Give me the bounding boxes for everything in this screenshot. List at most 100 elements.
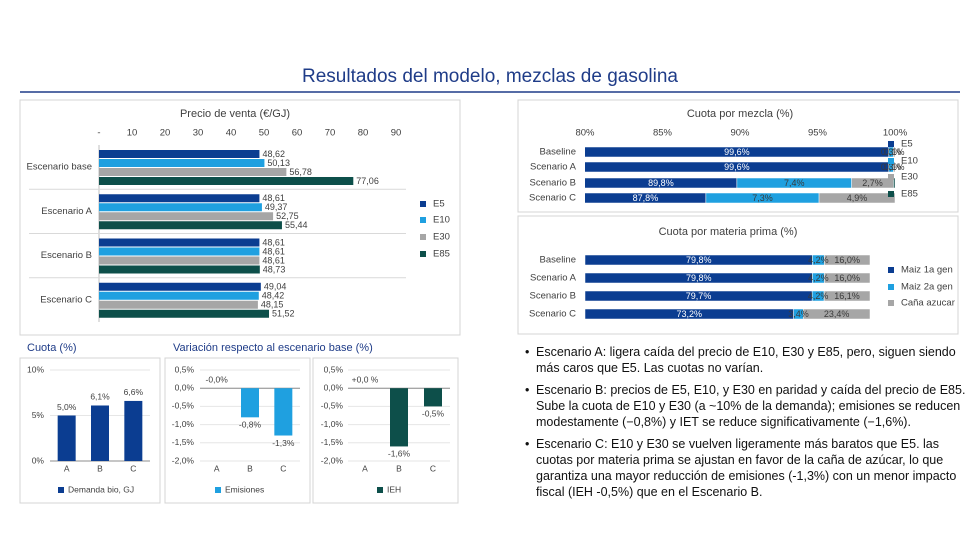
- value-label: 16,0%: [834, 273, 860, 283]
- y-tick-label: -1,0%: [172, 419, 195, 429]
- legend-swatch: [888, 300, 894, 306]
- bar: [99, 265, 260, 274]
- bullet: Escenario B: precios de E5, E10, y E30 e…: [525, 382, 976, 430]
- section-heading: Variación respecto al escenario base (%): [173, 342, 373, 354]
- value-label: 49,37: [265, 202, 288, 212]
- category-label: Scenario C: [529, 193, 576, 204]
- legend-swatch: [420, 251, 426, 257]
- value-label: 23,4%: [824, 309, 850, 319]
- value-label: 48,61: [262, 237, 285, 247]
- bar: [99, 238, 260, 247]
- bar-segment: [824, 272, 871, 284]
- bar-segment: [893, 177, 896, 189]
- bar-segment: [893, 161, 896, 173]
- x-tick-label: C: [280, 463, 286, 473]
- value-label: 48,73: [263, 264, 286, 274]
- value-label: 99,6%: [724, 162, 750, 172]
- value-label: -1,3%: [272, 438, 295, 448]
- value-label: 49,04: [264, 282, 287, 292]
- value-label: 2,7%: [862, 178, 883, 188]
- value-label: 48,42: [262, 291, 285, 301]
- bullet-list: Escenario A: ligera caída del precio de …: [520, 344, 976, 506]
- bar: [99, 150, 260, 158]
- category-label: Scenario B: [530, 178, 576, 189]
- bar: [99, 177, 354, 185]
- slide-title: Resultados del modelo, mezclas de gasoli…: [302, 66, 678, 87]
- x-tick-label: A: [64, 463, 70, 473]
- x-tick-label: 90%: [730, 128, 750, 139]
- bar: [99, 203, 262, 212]
- legend-label: Maiz 1a gen: [901, 265, 953, 276]
- legend-swatch: [888, 284, 894, 290]
- legend-label: E85: [901, 189, 918, 200]
- y-tick-label: 0%: [32, 455, 45, 465]
- value-label: 48,61: [262, 246, 285, 256]
- value-label: 3,4%: [788, 309, 809, 319]
- value-label: 99,6%: [724, 147, 750, 157]
- x-tick-label: A: [362, 463, 368, 473]
- category-label: Scenario A: [530, 162, 577, 173]
- category-label: Baseline: [540, 147, 576, 158]
- bar: [57, 415, 76, 461]
- bullet: Escenario A: ligera caída del precio de …: [525, 344, 976, 376]
- x-tick-label: A: [214, 463, 220, 473]
- x-tick-label: 40: [226, 128, 237, 139]
- legend-swatch: [888, 267, 894, 273]
- legend-label: Emisiones: [225, 484, 264, 494]
- legend-swatch: [888, 158, 894, 164]
- value-label: 0,1%: [884, 147, 905, 157]
- bar: [274, 388, 293, 436]
- value-label: 50,13: [267, 158, 290, 168]
- legend-swatch: [888, 191, 894, 197]
- bar: [99, 221, 282, 230]
- category-label: Scenario B: [530, 291, 576, 302]
- value-label: 7,4%: [784, 178, 805, 188]
- bar: [99, 309, 270, 318]
- legend-label: Caña azucar: [901, 298, 955, 309]
- x-tick-label: 70: [325, 128, 336, 139]
- bar: [124, 400, 143, 461]
- value-label: 89,8%: [648, 178, 674, 188]
- x-tick-label: -: [97, 128, 100, 139]
- legend-label: E5: [433, 199, 445, 210]
- chart-title: Cuota por materia prima (%): [659, 226, 798, 238]
- value-label: 4,2%: [808, 255, 829, 265]
- x-tick-label: 30: [193, 128, 204, 139]
- legend-label: E30: [433, 232, 450, 243]
- y-tick-label: -0,5%: [321, 401, 344, 411]
- x-tick-label: B: [247, 463, 253, 473]
- legend-swatch: [420, 234, 426, 240]
- value-label: 0,3%: [881, 162, 902, 172]
- legend-label: Maiz 2a gen: [901, 282, 953, 293]
- y-tick-label: 0,0%: [175, 382, 195, 392]
- value-label: 16,0%: [834, 255, 860, 265]
- legend-label: E85: [433, 249, 450, 260]
- chart-title: Cuota por mezcla (%): [687, 108, 793, 120]
- bar: [99, 168, 287, 176]
- value-label: -0,8%: [239, 420, 262, 430]
- x-tick-label: B: [97, 463, 103, 473]
- value-label: +0,0 %: [352, 374, 379, 384]
- value-label: 4,9%: [847, 193, 868, 203]
- legend-swatch: [377, 487, 383, 493]
- value-label: 4,2%: [808, 273, 829, 283]
- bar-segment: [893, 146, 896, 158]
- x-tick-label: 20: [160, 128, 171, 139]
- value-label: 48,61: [262, 255, 285, 265]
- bar: [424, 388, 442, 407]
- legend-swatch: [888, 174, 894, 180]
- value-label: 79,7%: [686, 291, 712, 301]
- value-label: 77,06: [356, 176, 379, 186]
- category-label: Escenario C: [40, 294, 92, 305]
- y-tick-label: -1,5%: [321, 437, 344, 447]
- bar-segment: [818, 192, 896, 204]
- bullet: Escenario C: E10 y E30 se vuelven ligera…: [525, 436, 976, 500]
- x-tick-label: 80%: [575, 128, 595, 139]
- legend-label: Demanda bio, GJ: [68, 484, 134, 494]
- bar: [99, 291, 259, 300]
- legend-swatch: [888, 141, 894, 147]
- x-tick-label: 85%: [653, 128, 673, 139]
- value-label: 0,3%: [881, 147, 902, 157]
